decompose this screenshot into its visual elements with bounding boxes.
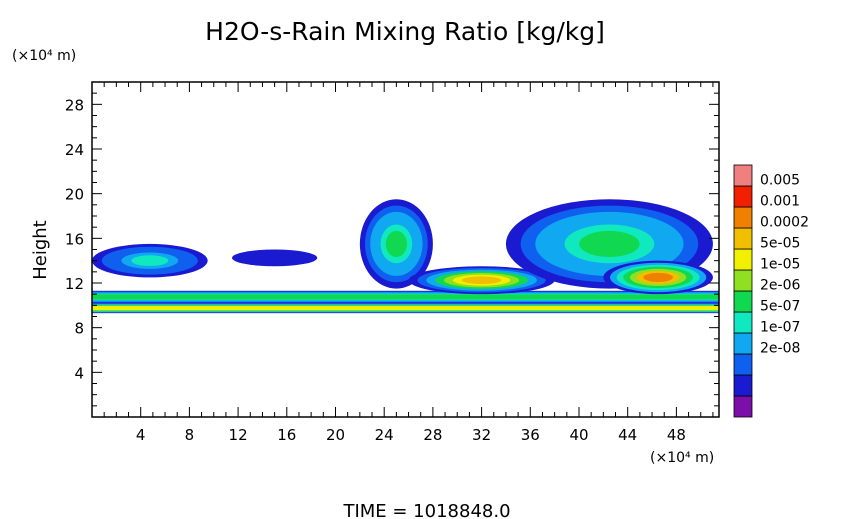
cloud-contour <box>131 255 169 267</box>
colorbar-swatch <box>733 206 753 229</box>
x-tick-label: 4 <box>136 426 146 444</box>
colorbar-swatch <box>733 332 753 355</box>
x-tick-label: 36 <box>521 426 540 444</box>
colorbar-label: 1e-05 <box>760 257 800 273</box>
x-tick-label: 40 <box>569 426 588 444</box>
colorbar: 0.005 0.001 0.0002 5e-05 1e-05 2e-06 5e-07 1e-0… <box>733 164 809 418</box>
x-tick-label: 16 <box>277 426 296 444</box>
cloud-stratiform-layer-upper <box>92 290 719 304</box>
plot-frame <box>91 81 720 418</box>
cloud-contour <box>385 230 408 257</box>
chart-title: H2O-s-Rain Mixing Ratio [kg/kg] <box>205 17 605 46</box>
y-axis: 4 8 12 16 20 24 28 <box>65 92 719 407</box>
colorbar-label: 2e-06 <box>760 278 800 294</box>
y-tick-label: 16 <box>65 230 84 248</box>
x-axis: 4 8 12 16 20 24 28 32 36 40 44 48 <box>103 82 714 444</box>
y-tick-label: 28 <box>65 96 84 114</box>
x-tick-label: 8 <box>185 426 195 444</box>
colorbar-swatch <box>733 185 753 208</box>
cloud-contour <box>461 276 502 284</box>
y-unit-label: (×10⁴ m) <box>12 48 76 64</box>
y-tick-label: 12 <box>65 275 84 293</box>
x-tick-label: 12 <box>229 426 248 444</box>
colorbar-swatch <box>733 164 753 187</box>
colorbar-label: 5e-05 <box>760 236 800 252</box>
colorbar-swatch <box>733 269 753 292</box>
time-label: TIME = 1018848.0 <box>342 501 510 519</box>
colorbar-swatch <box>733 353 753 376</box>
cloud-contour <box>643 272 673 282</box>
colorbar-label: 0.001 <box>760 194 800 210</box>
cloud-contour <box>250 253 300 263</box>
colorbar-swatch <box>733 374 753 397</box>
colorbar-swatch <box>733 227 753 250</box>
cloud-convective-line-28-38 <box>408 266 555 295</box>
cloud-convective-core-46 <box>603 260 713 295</box>
x-tick-label: 28 <box>423 426 442 444</box>
y-tick-label: 20 <box>65 186 84 204</box>
colorbar-label: 2e-08 <box>760 341 800 357</box>
colorbar-swatch <box>733 311 753 334</box>
cloud-contour <box>579 230 640 257</box>
colorbar-swatch <box>733 395 753 418</box>
x-tick-label: 44 <box>618 426 637 444</box>
x-unit-label: (×10⁴ m) <box>650 450 714 466</box>
y-tick-label: 24 <box>65 141 84 159</box>
x-tick-label: 32 <box>472 426 491 444</box>
colorbar-swatch <box>733 248 753 271</box>
y-tick-label: 8 <box>74 320 84 338</box>
colorbar-label: 1e-07 <box>760 320 800 336</box>
colorbar-label: 0.005 <box>760 173 800 189</box>
cloud-convective-tower-24 <box>359 199 433 289</box>
cloud-contour <box>92 294 719 300</box>
colorbar-label: 5e-07 <box>760 299 800 315</box>
x-tick-label: 20 <box>326 426 345 444</box>
x-tick-label: 24 <box>375 426 394 444</box>
cloud-field <box>92 199 719 314</box>
y-tick-label: 4 <box>74 364 84 382</box>
y-axis-label: Height <box>30 220 51 280</box>
cloud-anvil-west <box>92 243 208 278</box>
cloud-stratiform-layer-lower <box>92 303 719 314</box>
x-tick-label: 48 <box>667 426 686 444</box>
cloud-contour <box>92 306 719 311</box>
colorbar-label: 0.0002 <box>760 215 809 231</box>
colorbar-swatch <box>733 290 753 313</box>
cloud-anvil-mid <box>232 249 318 267</box>
